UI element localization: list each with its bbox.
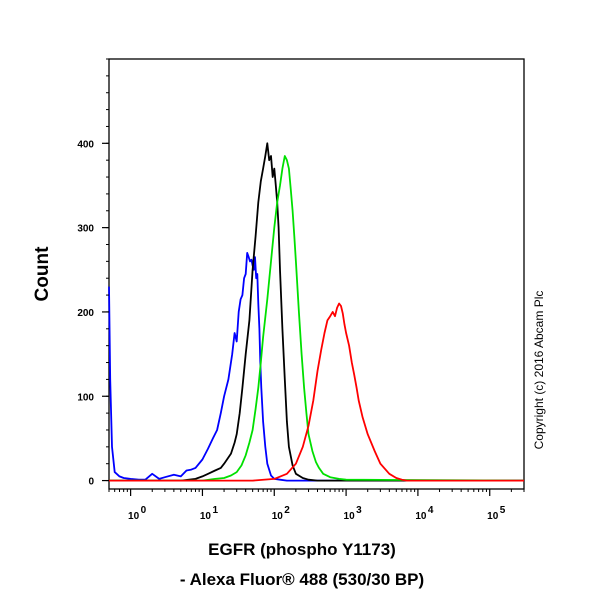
series-layer	[108, 142, 525, 482]
series-line-2	[109, 142, 524, 482]
x-tick-label-exponent: 5	[500, 505, 506, 516]
y-axis-ticks: 0 100 200 300 400	[77, 58, 109, 488]
series-line-3	[109, 155, 525, 482]
plot-frame	[108, 58, 525, 490]
x-tick-label-exponent: 0	[141, 505, 147, 516]
y-tick-label: 100	[77, 392, 94, 403]
series-line-4	[109, 302, 524, 482]
x-tick-label-base: 10	[487, 511, 499, 522]
y-tick-label: 400	[77, 139, 94, 150]
x-tick-label-base: 10	[272, 511, 284, 522]
x-tick-label-base: 10	[344, 511, 356, 522]
series-line-1	[108, 251, 524, 482]
y-tick-label: 300	[77, 224, 94, 235]
y-axis-label: Count	[32, 246, 53, 302]
x-tick-label-exponent: 2	[284, 505, 290, 516]
x-axis-label-line-1: EGFR (phospho Y1173)	[208, 540, 396, 559]
x-tick-label-exponent: 4	[428, 505, 434, 516]
x-tick-label-exponent: 3	[356, 505, 362, 516]
x-tick-label-base: 10	[128, 511, 140, 522]
x-tick-label-base: 10	[200, 511, 212, 522]
x-axis-label-line-2: - Alexa Fluor® 488 (530/30 BP)	[180, 570, 424, 589]
y-tick-label: 200	[77, 308, 94, 319]
copyright-annotation: Copyright (c) 2016 Abcam Plc	[532, 291, 546, 450]
x-tick-label-exponent: 1	[212, 505, 218, 516]
y-tick-label: 0	[88, 477, 94, 488]
x-tick-label-base: 10	[415, 511, 427, 522]
